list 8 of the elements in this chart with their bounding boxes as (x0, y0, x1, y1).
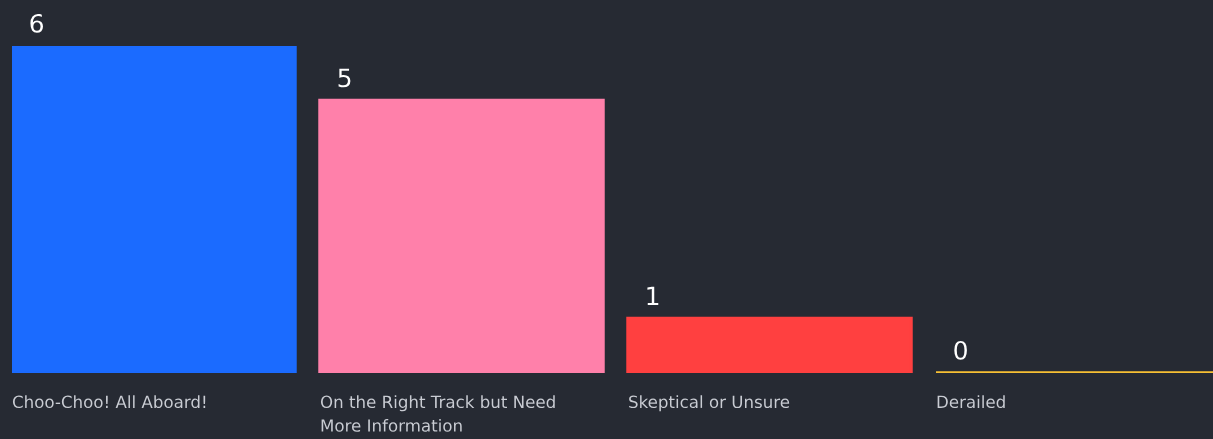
x-tick-label: On the Right Track but Need More Information (320, 395, 555, 432)
data-label: 0 (954, 340, 967, 360)
data-label: 5 (338, 68, 351, 88)
x-tick-label: Skeptical or Unsure (629, 395, 790, 412)
data-label: 1 (647, 286, 659, 305)
x-tick-label: Derailed (937, 395, 1005, 409)
x-tick-label: Choo-Choo! All Aboard! (12, 395, 206, 409)
data-label: 6 (30, 13, 43, 33)
